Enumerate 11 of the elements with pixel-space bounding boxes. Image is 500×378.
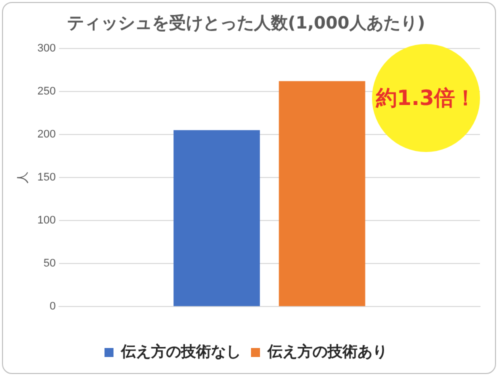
- y-tick-label: 150: [37, 172, 56, 184]
- y-tick-label: 300: [37, 42, 56, 54]
- legend-label: 伝え方の技術なし: [120, 342, 241, 360]
- y-tick-label: 100: [37, 214, 56, 227]
- chart-title: ティッシュを受けとった人数(1,000人あたり): [66, 14, 426, 34]
- legend-label: 伝え方の技術あり: [266, 342, 388, 360]
- y-tick-label: 250: [37, 85, 56, 98]
- y-tick-label: 0: [50, 300, 56, 313]
- y-axis-title: 人: [16, 172, 30, 184]
- y-tick-label: 200: [37, 128, 56, 140]
- y-tick-label: 50: [44, 258, 56, 270]
